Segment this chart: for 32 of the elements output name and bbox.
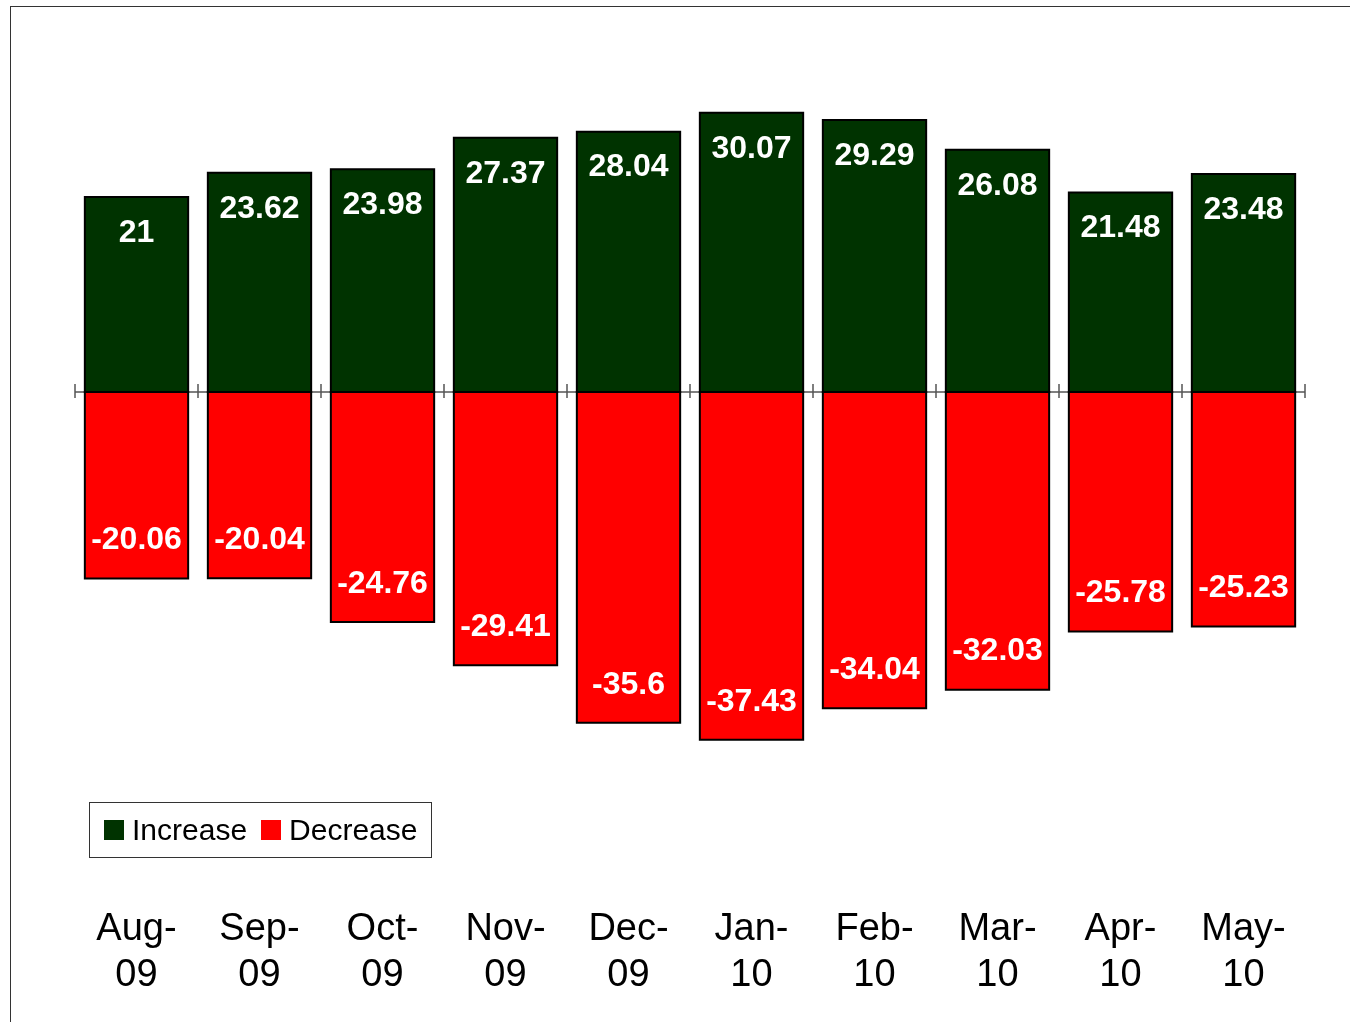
x-tick-label: Nov-09 (465, 906, 546, 994)
data-label: -29.41 (460, 607, 551, 644)
data-label: 30.07 (711, 128, 792, 165)
data-label: 21.48 (1080, 208, 1161, 245)
data-label: 27.37 (465, 153, 546, 190)
x-tick-label: May-10 (1201, 906, 1286, 994)
data-label: 26.08 (957, 165, 1038, 202)
x-tick-label: Mar-10 (958, 906, 1037, 994)
x-tick-label: Dec-09 (588, 906, 669, 994)
data-label: -32.03 (952, 631, 1043, 668)
legend-label: Increase (132, 813, 248, 847)
data-label: 23.48 (1203, 189, 1284, 226)
data-label: -25.23 (1198, 568, 1289, 605)
x-tick-label: Sep-09 (219, 906, 300, 994)
data-label: -20.04 (214, 520, 306, 557)
data-label: -25.78 (1075, 573, 1166, 610)
data-label: -35.6 (592, 664, 665, 701)
x-tick-label: Feb-10 (835, 906, 914, 994)
x-tick-label: Aug-09 (96, 906, 177, 994)
data-label: -34.04 (829, 650, 921, 687)
data-label: -24.76 (337, 563, 428, 600)
x-tick-label: Oct-09 (346, 906, 419, 994)
legend-label: Decrease (289, 813, 418, 847)
x-tick-label: Jan-10 (714, 906, 789, 994)
x-tick-label: Apr-10 (1084, 906, 1157, 994)
data-label: 21 (118, 212, 155, 249)
data-label: 28.04 (588, 147, 669, 184)
data-label: 23.62 (219, 188, 300, 225)
data-label: 23.98 (342, 185, 423, 222)
data-label: 29.29 (834, 135, 915, 172)
data-label: -20.06 (91, 520, 182, 557)
data-label: -37.43 (706, 681, 797, 718)
